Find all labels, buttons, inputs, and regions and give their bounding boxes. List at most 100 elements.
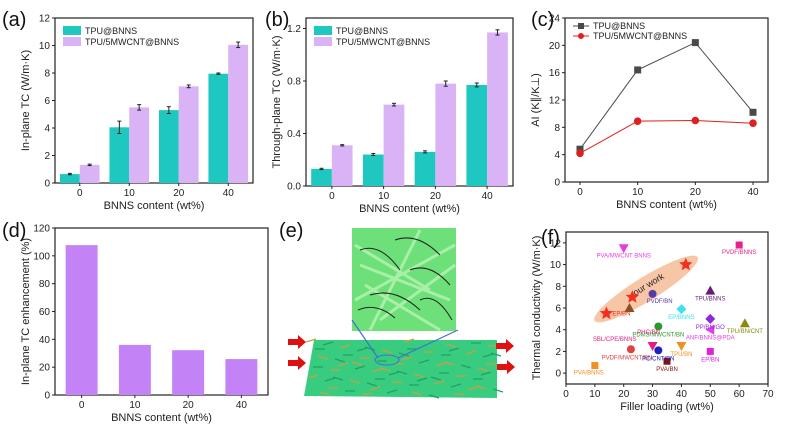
- zoom-circle: [374, 354, 400, 366]
- x-tick-label: 30: [647, 389, 659, 400]
- filler-fiber: [480, 371, 492, 376]
- x-tick-label: 20: [690, 187, 702, 198]
- legend-label: TPU@BNNS: [593, 21, 645, 31]
- fiber: [364, 283, 441, 332]
- triangle-up-marker: [624, 303, 635, 312]
- point-label: TPU/BNNS: [695, 297, 725, 303]
- filler-fiber: [351, 361, 363, 366]
- chart-c: (c) 0 4 8 12 16 20 24 AI (K∥/K⊥) BNNS content (wt…: [530, 9, 769, 211]
- filler-fiber: [334, 358, 346, 363]
- bar: [331, 145, 353, 186]
- y-tick-label: 0.8: [287, 77, 301, 88]
- triangle-up-marker: [705, 285, 716, 295]
- x-axis-label: BNNS content (wt%): [111, 412, 212, 424]
- fiber: [379, 263, 456, 322]
- bar: [59, 174, 80, 183]
- cnt-strand: [394, 237, 441, 256]
- square-marker: [591, 362, 599, 370]
- triangle-down-marker: [647, 342, 658, 351]
- x-tick-label: 20: [173, 188, 185, 199]
- legend-swatch: [63, 37, 81, 46]
- filler-fiber: [448, 347, 460, 352]
- filler-fiber: [386, 389, 398, 394]
- plot-frame: [564, 17, 769, 183]
- y-tick-label: 12: [550, 238, 562, 249]
- fiber: [368, 229, 422, 331]
- filler-fiber: [401, 356, 413, 361]
- bar: [79, 164, 100, 183]
- x-tick-label: 40: [236, 400, 248, 411]
- x-tick-label: 0: [577, 187, 583, 198]
- heat-flow-arrow-icon: [496, 339, 514, 353]
- filler-fiber: [366, 382, 378, 387]
- y-tick-label: 12: [39, 14, 51, 25]
- chart-f: (f) 0 2 4 6 8 10 12 Thermal conductivity (W/m·K)…: [531, 227, 774, 413]
- data-point: [633, 117, 642, 125]
- data-point: [749, 108, 757, 116]
- y-tick-label: 2: [555, 347, 561, 358]
- x-tick-label: 20: [183, 400, 195, 411]
- data-point: [634, 66, 642, 74]
- legend-label: TPU@BNNS: [336, 26, 388, 36]
- filler-fiber: [418, 359, 430, 364]
- filler-fiber: [433, 380, 445, 385]
- x-tick-label: 0: [329, 191, 335, 202]
- y-tick-label: 10: [39, 41, 51, 52]
- point-label: PC/CNT/BN: [642, 356, 674, 362]
- y-tick-label: 1.2: [287, 24, 301, 35]
- legend-label: TPU/5MWCNT@BNNS: [85, 37, 179, 47]
- y-tick-label: 8: [44, 69, 50, 80]
- y-tick-label: 4: [554, 150, 560, 161]
- y-tick-label: 10: [550, 260, 562, 271]
- filler-fiber: [477, 367, 489, 372]
- triangle-left-marker: [705, 324, 715, 335]
- filler-fiber: [388, 371, 400, 376]
- x-tick-label: 40: [747, 187, 759, 198]
- y-tick-label: 60: [39, 307, 51, 318]
- x-tick-label: 10: [589, 389, 601, 400]
- legend-swatch: [314, 26, 332, 35]
- filler-fiber: [381, 349, 393, 354]
- filler-fiber: [492, 388, 504, 393]
- y-tick-label: 24: [549, 14, 561, 25]
- point-label: ANF/BNNS@PDA: [686, 336, 735, 342]
- star-marker: [599, 306, 614, 320]
- x-axis-label: BNNS content (wt%): [616, 199, 717, 211]
- y-tick-label: 12: [549, 96, 561, 107]
- x-axis-label: BNNS content (wt%): [359, 203, 460, 215]
- heat-flow-arrow-icon: [288, 356, 306, 370]
- y-tick-label: 20: [39, 363, 51, 374]
- x-tick-label: 10: [632, 187, 644, 198]
- y-tick-label: 0: [44, 179, 50, 190]
- filler-fiber: [411, 391, 423, 396]
- x-tick-label: 20: [618, 389, 630, 400]
- legend-swatch: [63, 26, 81, 35]
- heat-flow-arrow-icon: [497, 360, 515, 374]
- filler-fiber: [398, 352, 410, 357]
- bar: [466, 84, 488, 186]
- legend-label: TPU@BNNS: [85, 26, 137, 36]
- bar: [118, 344, 151, 395]
- x-tick-label: 0: [77, 188, 83, 199]
- point-label: PDMS/MWCNT/BN: [632, 332, 684, 338]
- sphere-marker: [654, 322, 663, 331]
- x-tick-label: 0: [79, 400, 85, 411]
- y-tick-label: 4: [555, 325, 561, 336]
- x-tick-label: 0: [563, 389, 569, 400]
- filler-fiber: [317, 355, 329, 360]
- y-tick-label: 100: [33, 251, 50, 262]
- filler-fiber: [339, 344, 351, 349]
- bar: [383, 104, 405, 186]
- y-tick-label: 0: [554, 178, 560, 189]
- star-marker: [625, 290, 639, 303]
- film-slab: [304, 340, 497, 398]
- sphere-marker: [626, 345, 635, 354]
- square-marker: [706, 347, 714, 355]
- series-line: [579, 119, 754, 154]
- triangle-down-marker: [676, 342, 687, 351]
- filler-fiber: [349, 379, 361, 384]
- y-tick-label: 8: [555, 282, 561, 293]
- data-point: [576, 145, 584, 153]
- filler-fiber: [324, 377, 336, 382]
